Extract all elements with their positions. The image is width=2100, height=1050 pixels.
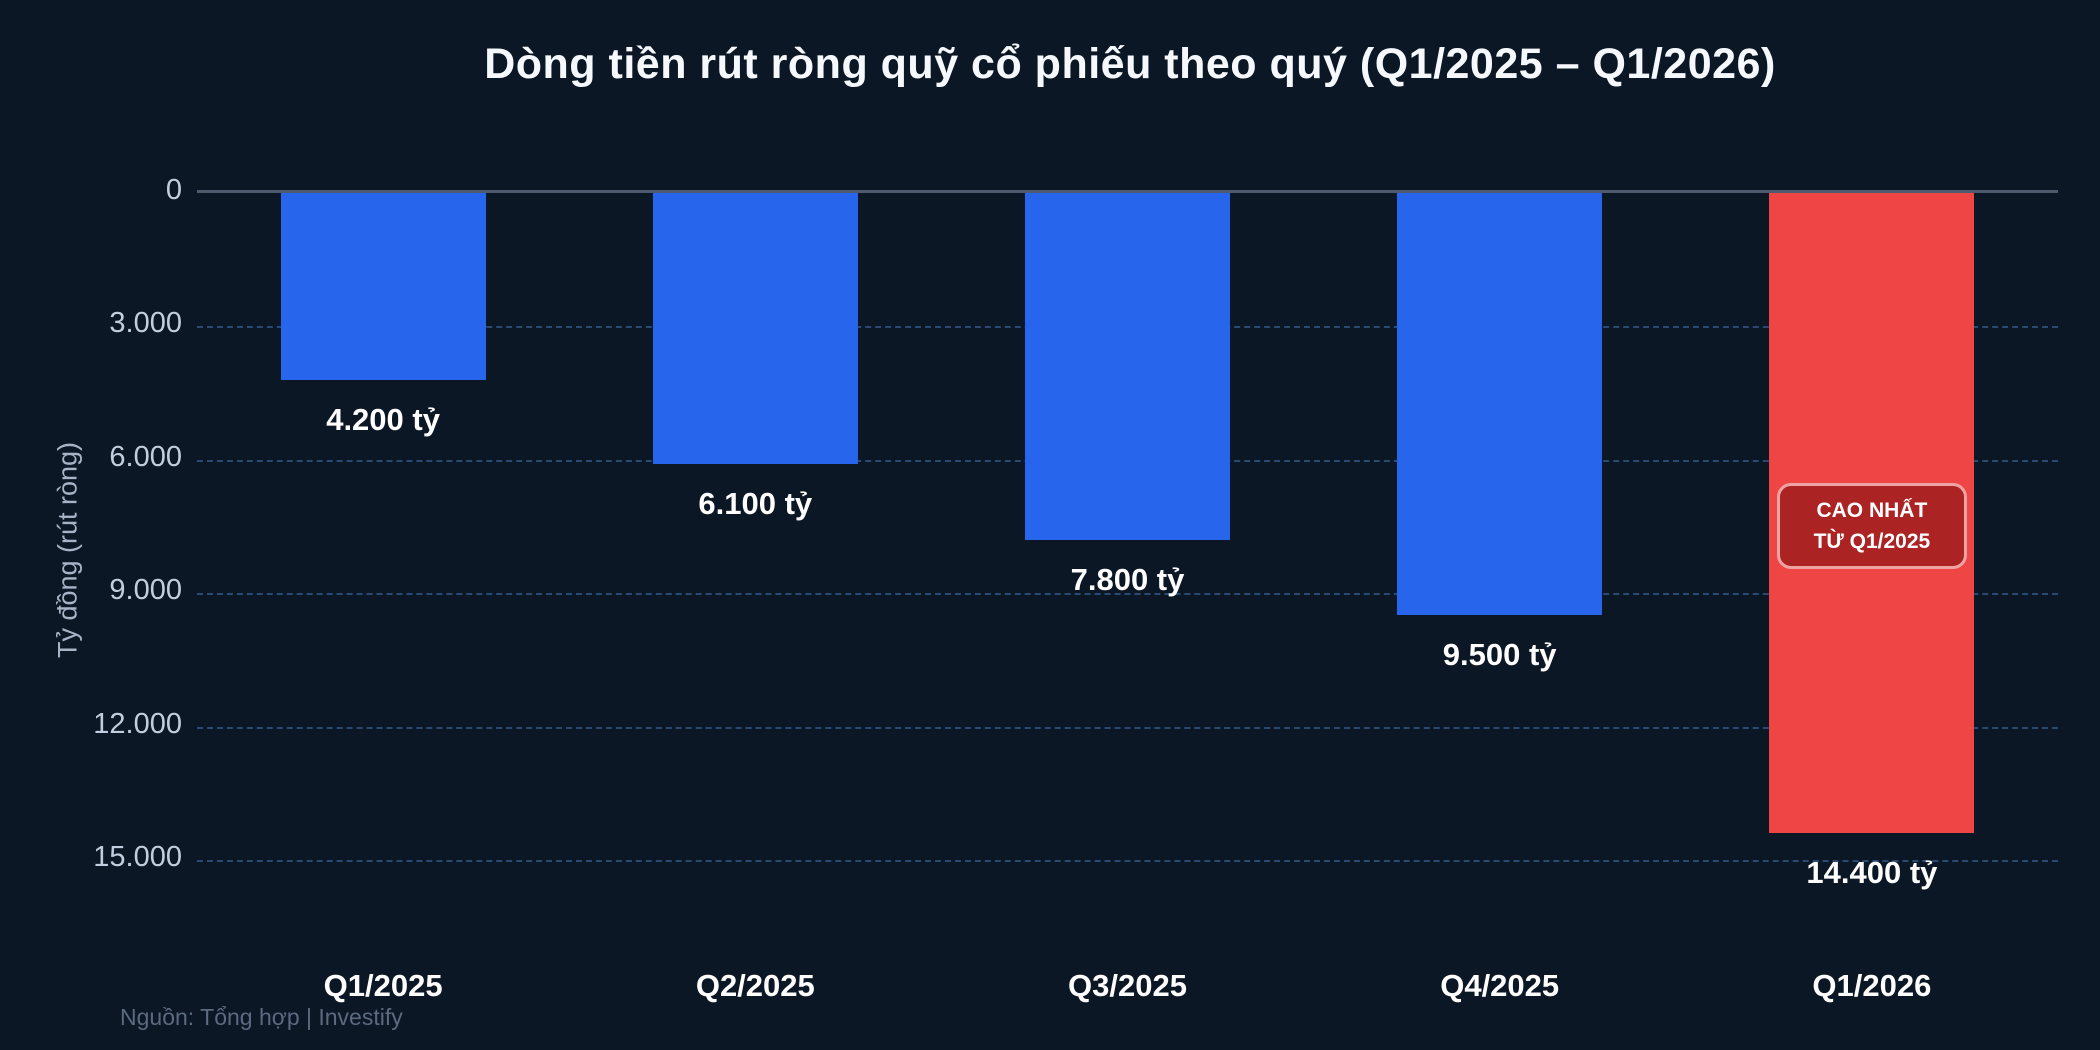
value-label: 9.500 tỷ [1442,637,1557,673]
x-axis-label-Q2/2025: Q2/2025 [695,968,815,1003]
highlight-badge-line: TỪ Q1/2025 [1813,530,1931,553]
y-tick-label: 12.000 [93,707,182,740]
value-label: 14.400 tỷ [1806,855,1938,891]
highlight-badge: CAO NHẤT TỪ Q1/2025 [1776,483,1967,569]
bar-Q1/2025 [280,193,486,380]
chart-title: Dòng tiền rút ròng quỹ cổ phiếu theo quý… [484,40,1776,88]
x-axis-label-Q3/2025: Q3/2025 [1068,968,1187,1003]
plot-area: 4.200 tỷ 6.100 tỷ 7.800 tỷ 9.500 tỷ 14.400 t… [197,190,2058,890]
bar-Q3/2025 [1025,193,1230,540]
source-note: Nguồn: Tổng hợp | Investify [120,1004,403,1030]
gridline-9.000 [197,593,2058,596]
y-tick-label: 9.000 [109,574,182,607]
y-tick-label: 0 [165,174,182,206]
value-label: 6.100 tỷ [698,486,813,522]
x-axis-label-Q1/2025: Q1/2025 [323,968,443,1003]
bar-Q4/2025 [1397,193,1603,616]
y-axis-title: Tỷ đồng (rút ròng) [52,441,83,659]
y-tick-label: 15.000 [93,841,182,873]
value-label: 7.800 tỷ [1070,561,1185,597]
x-axis-label-Q4/2025: Q4/2025 [1440,968,1560,1003]
y-tick-label: 3.000 [109,307,182,340]
gridline-12.000 [197,726,2058,729]
value-label: 4.200 tỷ [326,401,440,437]
bar-Q2/2025 [652,193,858,465]
y-tick-label: 6.000 [109,440,182,473]
gridline-15.000 [197,860,2058,862]
x-axis-label-Q1/2026: Q1/2026 [1812,968,1932,1003]
highlight-badge-line: CAO NHẤT [1816,499,1928,522]
